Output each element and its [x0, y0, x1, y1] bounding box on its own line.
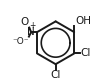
Text: OH: OH: [75, 16, 91, 26]
Text: Cl: Cl: [50, 70, 61, 80]
Text: Cl: Cl: [81, 48, 91, 59]
Text: O: O: [20, 17, 29, 27]
Text: +: +: [29, 21, 36, 30]
Text: N: N: [27, 27, 35, 37]
Text: ⁻O⁻: ⁻O⁻: [12, 37, 29, 46]
